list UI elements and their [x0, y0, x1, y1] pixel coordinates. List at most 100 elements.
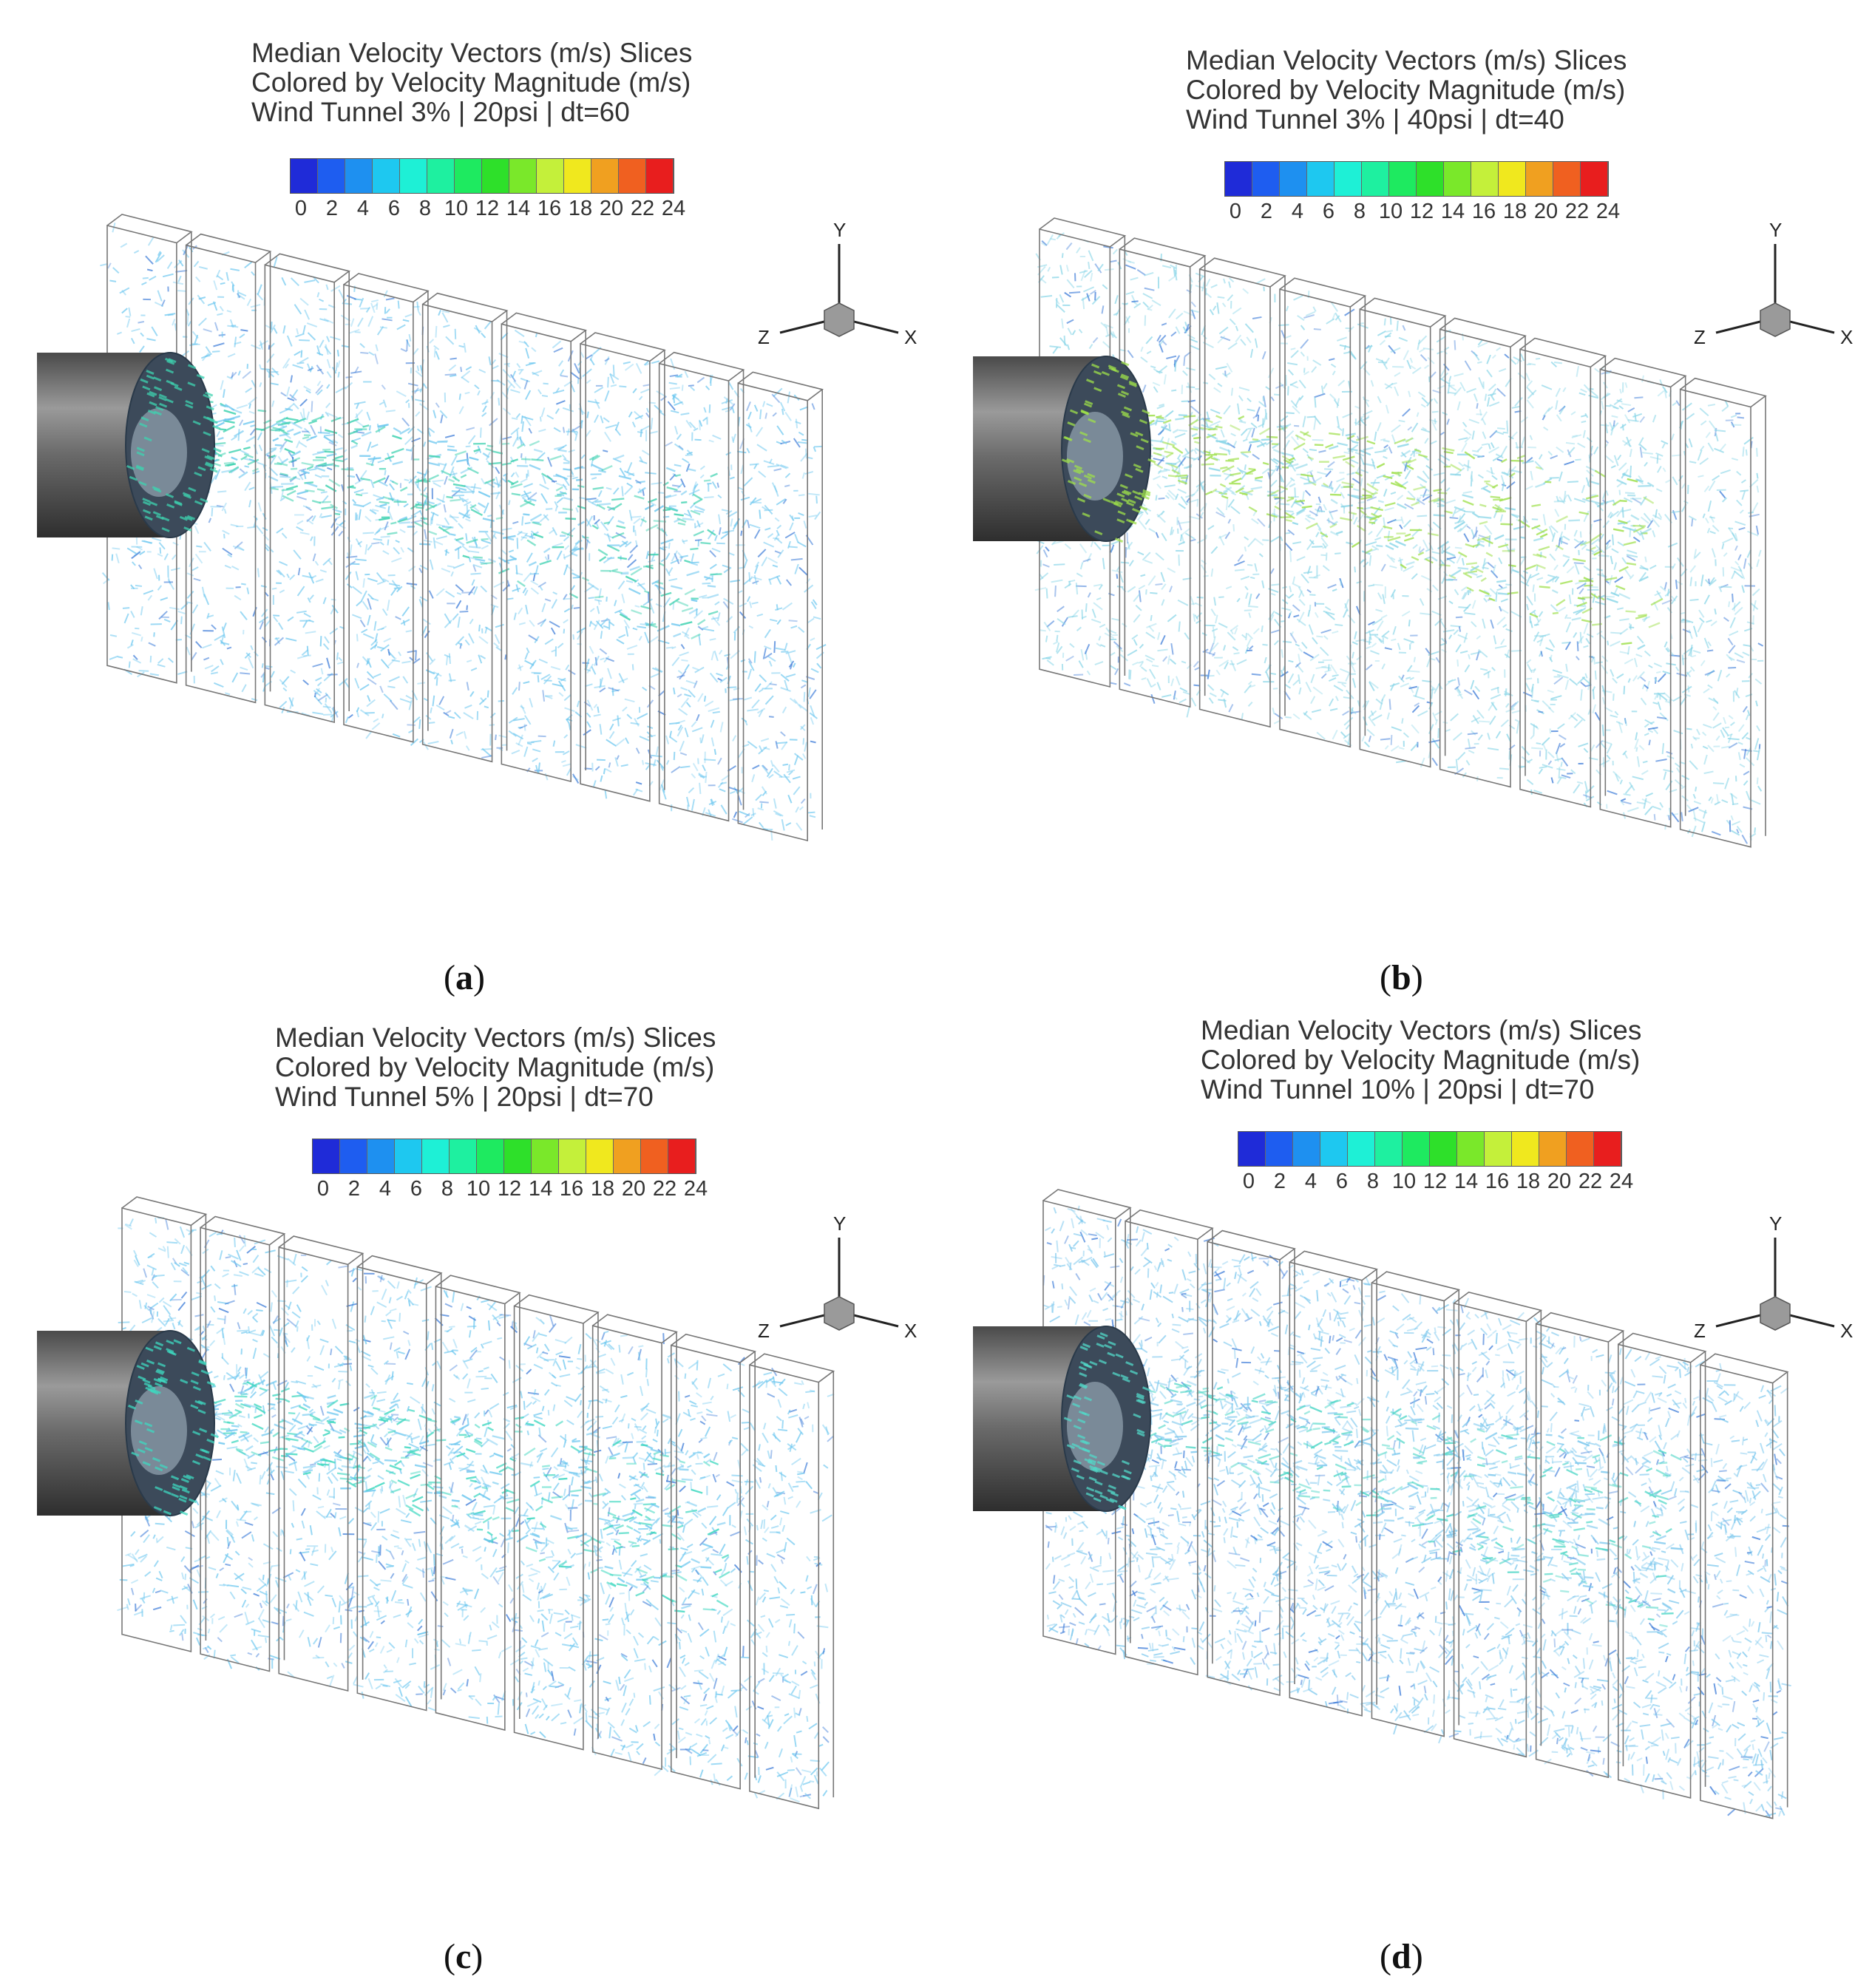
colorbar-tick-label: 12	[497, 1177, 522, 1201]
colorbar-swatch	[1362, 162, 1389, 196]
colorbar-swatch	[1512, 1132, 1539, 1166]
colorbar-tick-label: 10	[1378, 200, 1403, 223]
plot-title: Median Velocity Vectors (m/s) Slices Colo…	[275, 1023, 716, 1112]
colorbar-swatch	[1307, 162, 1335, 196]
caption-letter: c	[455, 1937, 472, 1976]
title-line: Median Velocity Vectors (m/s) Slices	[1201, 1015, 1642, 1045]
title-line: Median Velocity Vectors (m/s) Slices	[251, 38, 693, 68]
colorbar-swatch	[318, 159, 345, 193]
panel-caption: (b)	[1380, 957, 1423, 998]
colorbar-tick-label: 16	[559, 1177, 584, 1201]
colorbar-swatch	[422, 1139, 450, 1173]
colorbar-swatch	[291, 159, 318, 193]
colorbar-swatch	[1499, 162, 1526, 196]
colorbar-swatch	[537, 159, 564, 193]
colorbar-tick-label: 22	[630, 197, 655, 220]
title-line: Median Velocity Vectors (m/s) Slices	[275, 1022, 716, 1053]
colorbar-swatch	[668, 1139, 696, 1173]
panel-a: Y Z X Median Velocity Vectors (m/s) Slices C…	[0, 0, 936, 997]
colorbar-tick-label: 20	[599, 197, 624, 220]
colorbar-tick-label: 10	[466, 1177, 491, 1201]
colorbar-swatch	[1293, 1132, 1320, 1166]
axis-triad: Y Z X	[758, 1212, 917, 1342]
colorbar-tick-label: 16	[537, 197, 562, 220]
axis-triad: Y Z X	[758, 219, 917, 348]
title-line: Colored by Velocity Magnitude (m/s)	[1186, 75, 1626, 105]
colorbar-swatch	[1594, 1132, 1621, 1166]
caption-close: )	[1411, 958, 1423, 997]
caption-close: )	[1411, 1937, 1423, 1976]
slice-boxes	[1039, 217, 1767, 848]
caption-letter: d	[1391, 1937, 1411, 1976]
velocity-slices-scene: Y Z X	[973, 1189, 1853, 1819]
panel-caption: (d)	[1380, 1936, 1423, 1977]
colorbar-tick-label: 10	[444, 197, 469, 220]
colorbar-swatch	[313, 1139, 340, 1173]
caption-close: )	[471, 1937, 484, 1976]
colorbar-swatch	[427, 159, 455, 193]
colorbar-tick-label: 2	[1260, 200, 1273, 223]
colorbar-tick-label: 2	[347, 1177, 361, 1201]
colorbar-ticks: 0 2 4 6 8 10 12 14 16 18 20 22 24	[308, 1177, 711, 1201]
x-axis-label: X	[904, 1320, 917, 1342]
colorbar-swatch	[1375, 1132, 1403, 1166]
colorbar-swatch	[591, 159, 619, 193]
title-line: Wind Tunnel 3% | 40psi | dt=40	[1186, 104, 1564, 135]
colorbar-swatch	[646, 159, 674, 193]
colorbar-swatch	[1348, 1132, 1375, 1166]
caption-open: (	[444, 1937, 455, 1976]
velocity-colorbar	[312, 1139, 696, 1174]
colorbar-tick-label: 18	[1502, 200, 1527, 223]
panel-d: Y Z X Median Velocity Vectors (m/s) Slices C…	[936, 994, 1872, 1987]
colorbar-tick-label: 18	[1516, 1170, 1541, 1193]
title-line: Colored by Velocity Magnitude (m/s)	[1201, 1045, 1641, 1075]
colorbar-swatch	[373, 159, 400, 193]
velocity-vector-field	[1031, 232, 1764, 844]
plot-title: Median Velocity Vectors (m/s) Slices Colo…	[1186, 46, 1627, 135]
colorbar-tick-label: 8	[1366, 1170, 1380, 1193]
colorbar-swatch	[564, 159, 591, 193]
z-axis-label: Z	[758, 326, 770, 348]
colorbar-swatch	[1403, 1132, 1430, 1166]
colorbar-tick-label: 0	[1229, 200, 1242, 223]
colorbar-swatch	[1225, 162, 1252, 196]
colorbar-swatch	[1252, 162, 1280, 196]
colorbar-ticks: 0 2 4 6 8 10 12 14 16 18 20 22 24	[1220, 200, 1624, 224]
title-line: Median Velocity Vectors (m/s) Slices	[1186, 45, 1627, 75]
x-axis-label: X	[1840, 1320, 1853, 1342]
colorbar-swatch	[1320, 1132, 1348, 1166]
colorbar-tick-label: 12	[1422, 1170, 1448, 1193]
colorbar-swatch	[1238, 1132, 1266, 1166]
plot-title: Median Velocity Vectors (m/s) Slices Colo…	[251, 38, 692, 127]
colorbar-tick-label: 2	[325, 197, 339, 220]
colorbar-tick-label: 14	[506, 197, 531, 220]
colorbar-swatch	[395, 1139, 422, 1173]
velocity-slices-scene: Y Z X	[37, 1196, 917, 1810]
colorbar-swatch	[1581, 162, 1608, 196]
caption-letter: a	[455, 958, 473, 997]
colorbar-swatch	[1457, 1132, 1485, 1166]
colorbar-tick-label: 8	[441, 1177, 454, 1201]
colorbar-tick-label: 24	[661, 197, 686, 220]
z-axis-label: Z	[758, 1320, 770, 1342]
title-line: Wind Tunnel 5% | 20psi | dt=70	[275, 1082, 654, 1112]
velocity-vector-field	[113, 1217, 835, 1803]
colorbar-swatch	[586, 1139, 614, 1173]
z-axis-label: Z	[1694, 1320, 1706, 1342]
colorbar-swatch	[1266, 1132, 1293, 1166]
colorbar-tick-label: 12	[1409, 200, 1434, 223]
colorbar-tick-label: 0	[294, 197, 308, 220]
colorbar-tick-label: 22	[1578, 1170, 1603, 1193]
y-axis-label: Y	[833, 1212, 846, 1235]
colorbar-tick-label: 4	[379, 1177, 392, 1201]
colorbar-swatch	[532, 1139, 559, 1173]
colorbar-tick-label: 4	[1304, 1170, 1317, 1193]
colorbar-swatch	[1444, 162, 1471, 196]
colorbar-tick-label: 18	[568, 197, 593, 220]
colorbar-swatch	[614, 1139, 641, 1173]
nozzle-cylinder	[37, 1330, 219, 1516]
slice-boxes	[106, 214, 824, 842]
colorbar-swatch	[1417, 162, 1444, 196]
slice-boxes	[1042, 1189, 1789, 1819]
colorbar-tick-label: 6	[1322, 200, 1335, 223]
